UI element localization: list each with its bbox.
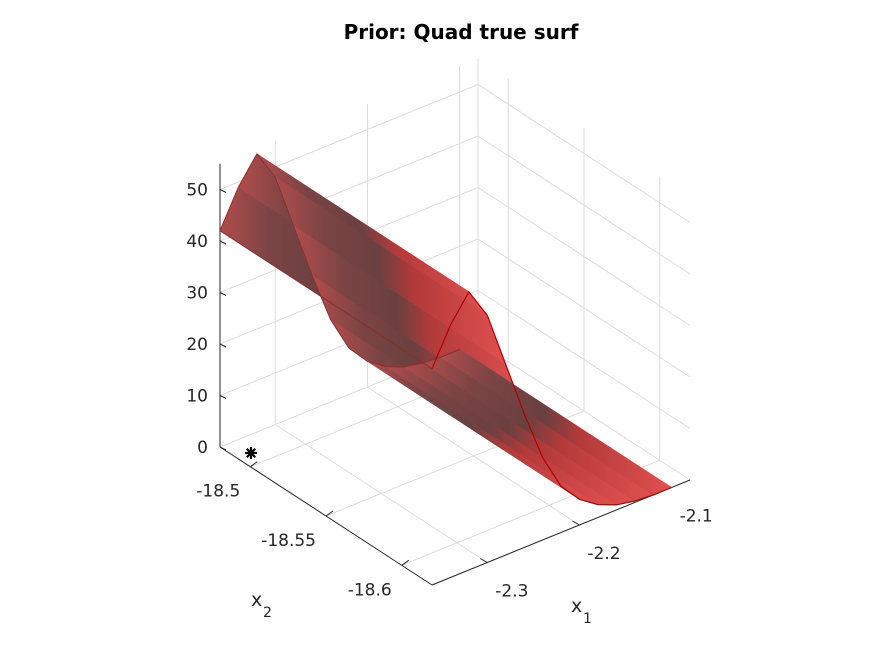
x-tick-label: -2.3 <box>495 582 528 602</box>
z-tick-mark <box>219 189 227 193</box>
x-tick-label: -2.1 <box>680 507 713 527</box>
x-axis-label-text: x <box>571 595 582 617</box>
z-tick-label: 50 <box>186 181 208 201</box>
z-tick-label: 30 <box>186 284 208 304</box>
z-tick-label: 0 <box>197 438 208 458</box>
surface-edge-back <box>219 153 460 368</box>
grid-line-floor-x <box>275 424 488 563</box>
z-tick-mark <box>219 395 227 399</box>
z-tick-mark <box>219 292 227 296</box>
data-point-marker <box>245 447 257 459</box>
x-tick-label: -2.2 <box>587 544 620 564</box>
markers <box>245 447 257 459</box>
x-tick-mark <box>572 520 580 526</box>
surface-patch <box>422 356 654 502</box>
y-axis-label-text: x <box>251 589 262 611</box>
x-tick-mark <box>480 558 488 563</box>
y-tick-label: -18.6 <box>348 580 392 600</box>
x-axis-label-subscript: 1 <box>583 611 592 627</box>
z-tick-mark <box>219 446 227 451</box>
x-axis-label: x 1 <box>571 595 592 627</box>
z-tick-label: 10 <box>186 387 208 407</box>
z-tick-label: 20 <box>186 335 208 355</box>
y-axis-label: x 2 <box>251 589 272 621</box>
surface-edge-left <box>219 230 433 370</box>
marker-stroke <box>245 447 257 459</box>
tick-labels: 0 10 20 30 40 50 -18.5 -18.55 -18.6 -2.3 -2.2 -2.1 <box>186 181 712 602</box>
y-axis-label-subscript: 2 <box>263 605 272 621</box>
y-tick-label: -18.5 <box>196 482 240 502</box>
axes <box>219 163 691 586</box>
z-tick-mark <box>219 343 227 348</box>
surface <box>219 153 673 506</box>
y-tick-label: -18.55 <box>261 531 316 551</box>
chart-title: Prior: Quad true surf <box>344 20 579 44</box>
y-tick-mark <box>325 510 334 517</box>
surface-edge-front <box>431 290 672 506</box>
y-tick-mark <box>401 559 410 566</box>
y-tick-mark <box>249 461 258 468</box>
z-tick-mark <box>219 240 227 245</box>
grid-line-floor-x <box>367 386 580 526</box>
z-tick-label: 40 <box>186 232 208 252</box>
